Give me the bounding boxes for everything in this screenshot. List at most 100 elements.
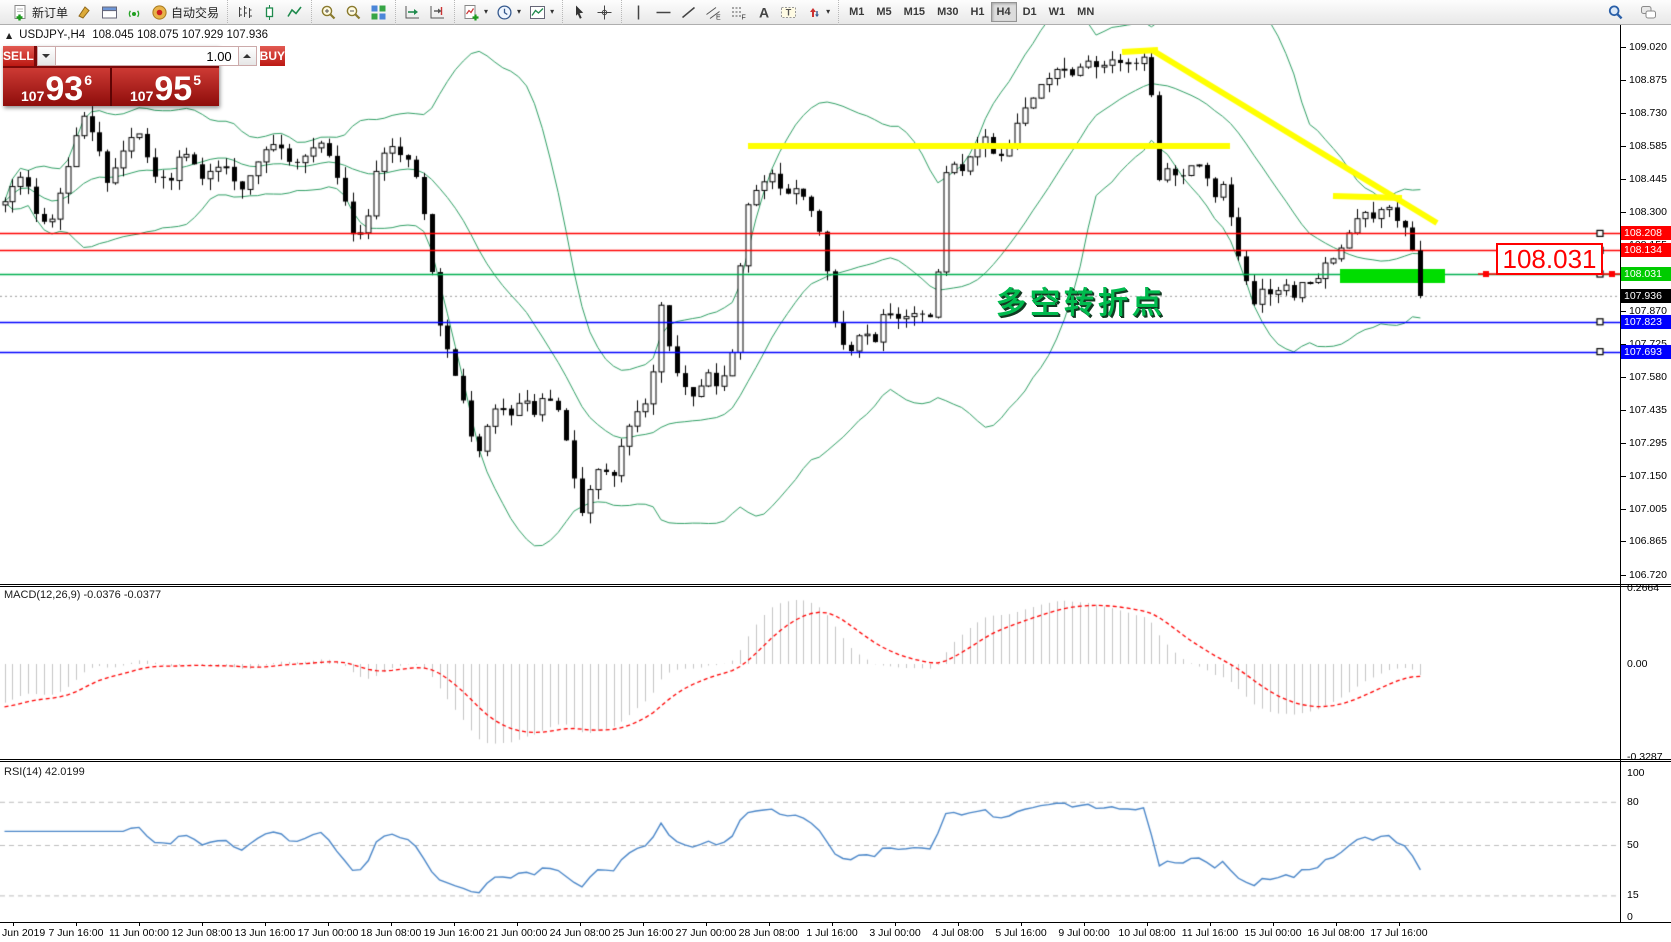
- time-tick: [1210, 922, 1211, 926]
- time-axis-label: 21 Jun 00:00: [486, 927, 548, 939]
- chat-button[interactable]: [1636, 2, 1661, 23]
- brush-icon: [76, 4, 93, 21]
- price-level-label: 107.936: [1621, 288, 1671, 303]
- bars-icon: [236, 4, 253, 21]
- volume-decrease-button[interactable]: [36, 46, 56, 66]
- price-callout-label[interactable]: 108.031: [1496, 243, 1603, 275]
- crosshair-button[interactable]: [592, 2, 617, 23]
- arrows-icon: [805, 4, 822, 21]
- macd-rsi-separator[interactable]: [0, 759, 1671, 762]
- time-axis-label: 11 Jul 16:00: [1181, 927, 1239, 939]
- zoom-in-button[interactable]: [316, 2, 341, 23]
- fibonacci-button[interactable]: F: [726, 2, 751, 23]
- toolbar-group: [311, 0, 395, 25]
- rsi-axis-label: 15: [1627, 889, 1639, 902]
- tile-windows-button[interactable]: [366, 2, 391, 23]
- time-tick: [643, 922, 644, 926]
- time-tick: [580, 922, 581, 926]
- time-tick: [1336, 922, 1337, 926]
- window-icon: [101, 4, 118, 21]
- chartshift-icon: [429, 4, 446, 21]
- timeframe-d1-button[interactable]: D1: [1017, 2, 1043, 22]
- time-axis-label: 9 Jul 00:00: [1058, 927, 1110, 939]
- timeframe-mn-button[interactable]: MN: [1071, 2, 1100, 22]
- sell-button[interactable]: SELL: [3, 46, 34, 66]
- timeframe-m1-button[interactable]: M1: [843, 2, 870, 22]
- time-axis-label: 1 Jul 16:00: [806, 927, 858, 939]
- sell-price-big: 93: [45, 70, 84, 108]
- price-tick-label: 108.875: [1621, 73, 1667, 86]
- timeframe-h4-button[interactable]: H4: [990, 2, 1017, 22]
- search-button[interactable]: [1603, 2, 1628, 23]
- indicators-button[interactable]: ▾: [459, 2, 492, 23]
- templates-button[interactable]: ▾: [525, 2, 558, 23]
- time-tick: [769, 922, 770, 926]
- buy-price-prefix: 107: [130, 88, 154, 104]
- quote-divider: [110, 68, 112, 106]
- horizontal-line-button[interactable]: [651, 2, 676, 23]
- time-tick: [391, 922, 392, 926]
- new-order-button[interactable]: 新订单: [8, 2, 72, 23]
- buy-button[interactable]: BUY: [259, 46, 286, 66]
- svg-text:A: A: [759, 4, 769, 20]
- volume-input[interactable]: [55, 46, 238, 66]
- autotrading-label: 自动交易: [171, 5, 220, 20]
- timeframe-h1-button[interactable]: H1: [964, 2, 990, 22]
- timeframe-w1-button[interactable]: W1: [1043, 2, 1072, 22]
- price-level-label: 108.031: [1621, 267, 1671, 282]
- buy-price[interactable]: 107 95 5: [112, 68, 219, 106]
- time-axis-label: Jun 2019: [2, 927, 46, 939]
- macd-pane-canvas[interactable]: [0, 587, 1620, 760]
- time-axis-label: 3 Jul 00:00: [869, 927, 921, 939]
- styler-button[interactable]: [72, 2, 97, 23]
- text-button[interactable]: A: [751, 2, 776, 23]
- time-axis-label: 12 Jun 08:00: [171, 927, 233, 939]
- trade-panel-controls: SELL BUY: [3, 46, 286, 66]
- periods-button[interactable]: ▾: [492, 2, 525, 23]
- equidistant-channel-button[interactable]: E: [701, 2, 726, 23]
- main-chart-canvas[interactable]: [0, 25, 1620, 585]
- macd-axis-label: 0.2664: [1627, 582, 1660, 594]
- line-chart-mode-button[interactable]: [282, 2, 307, 23]
- price-tick-label: 107.295: [1621, 436, 1667, 449]
- time-tick: [328, 922, 329, 926]
- bar-chart-mode-button[interactable]: [232, 2, 257, 23]
- arrows-button[interactable]: ▾: [801, 2, 834, 23]
- price-tick-label: 106.865: [1621, 535, 1667, 548]
- sell-price[interactable]: 107 93 6: [3, 68, 110, 106]
- symbol-bar: ▲ USDJPY-,H4 108.045 108.075 107.929 107…: [6, 29, 268, 41]
- collapse-panel-icon[interactable]: ▲: [6, 30, 13, 40]
- price-tick-label: 107.150: [1621, 469, 1667, 482]
- time-axis-border: [0, 922, 1671, 923]
- candlestick-mode-button[interactable]: [257, 2, 282, 23]
- text-label-button[interactable]: T: [776, 2, 801, 23]
- timeframe-m15-button[interactable]: M15: [898, 2, 931, 22]
- cursor-button[interactable]: [567, 2, 592, 23]
- volume-increase-button[interactable]: [237, 46, 257, 66]
- trendline-button[interactable]: [676, 2, 701, 23]
- signals-button[interactable]: [122, 2, 147, 23]
- autotrading-icon: [151, 4, 168, 21]
- price-tick-label: 109.020: [1621, 40, 1667, 53]
- timeframe-m30-button[interactable]: M30: [931, 2, 964, 22]
- window-layout-button[interactable]: [97, 2, 122, 23]
- indicator-icon: [463, 4, 480, 21]
- time-tick: [517, 922, 518, 926]
- vline-icon: [630, 4, 647, 21]
- buy-price-sup: 5: [193, 72, 201, 88]
- time-tick: [706, 922, 707, 926]
- doc-plus-icon: [12, 4, 29, 21]
- vertical-line-button[interactable]: [626, 2, 651, 23]
- zoom-out-button[interactable]: [341, 2, 366, 23]
- pivot-point-annotation[interactable]: 多空转折点: [996, 286, 1166, 321]
- rsi-pane-canvas[interactable]: [0, 763, 1620, 922]
- auto-scroll-button[interactable]: [400, 2, 425, 23]
- macd-axis-label: -0.3287: [1627, 751, 1663, 763]
- main-macd-separator[interactable]: [0, 584, 1671, 587]
- chart-shift-button[interactable]: [425, 2, 450, 23]
- price-level-label: 107.823: [1621, 314, 1671, 329]
- timeframe-m5-button[interactable]: M5: [870, 2, 897, 22]
- time-tick: [1084, 922, 1085, 926]
- autotrading-button[interactable]: 自动交易: [147, 2, 223, 23]
- time-tick: [76, 922, 77, 926]
